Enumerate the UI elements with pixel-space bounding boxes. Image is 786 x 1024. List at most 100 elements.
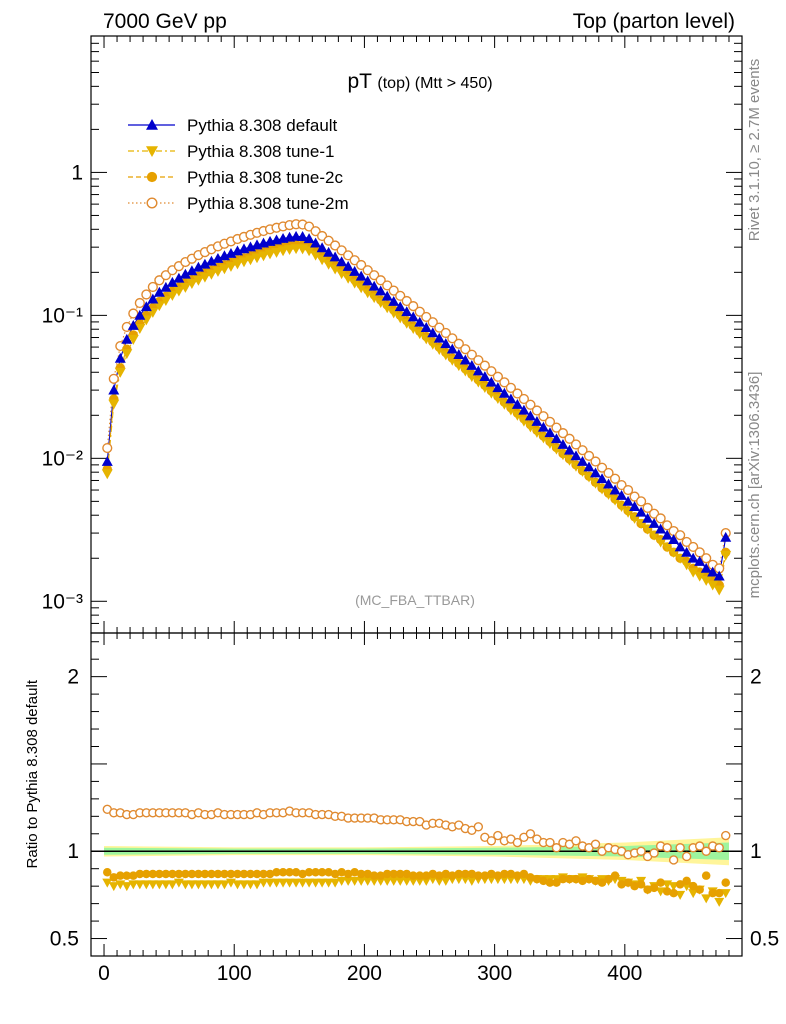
legend-marker bbox=[146, 197, 158, 209]
ratio-point bbox=[265, 869, 275, 879]
data-point bbox=[134, 324, 146, 334]
data-point bbox=[160, 296, 172, 307]
data-point bbox=[401, 295, 412, 307]
ratio-point bbox=[454, 869, 464, 879]
data-point bbox=[258, 251, 270, 262]
ratio-point bbox=[350, 867, 359, 877]
data-point bbox=[329, 264, 341, 275]
data-point bbox=[518, 393, 530, 405]
ratio-point bbox=[337, 867, 346, 877]
data-point bbox=[603, 478, 615, 489]
ratio-point bbox=[545, 878, 555, 887]
ratio-point bbox=[128, 880, 139, 890]
ratio-point bbox=[161, 869, 171, 879]
ratio-point bbox=[206, 880, 217, 890]
data-point bbox=[688, 541, 699, 553]
ratio-point bbox=[513, 871, 522, 880]
ratio-point bbox=[369, 871, 379, 880]
ratio-point bbox=[291, 867, 301, 877]
data-point bbox=[642, 502, 653, 514]
data-point bbox=[179, 268, 191, 279]
ratio-point bbox=[187, 869, 197, 879]
data-point bbox=[694, 555, 706, 566]
data-point bbox=[498, 387, 510, 398]
data-point bbox=[375, 285, 387, 296]
data-point bbox=[231, 259, 243, 270]
data-point bbox=[368, 293, 380, 304]
ratio-point bbox=[656, 878, 665, 887]
data-point bbox=[394, 301, 406, 312]
ratio-point bbox=[720, 889, 731, 899]
ratio-point bbox=[382, 876, 393, 886]
header-left-label: 7000 GeV pp bbox=[103, 10, 227, 33]
data-point bbox=[381, 290, 393, 301]
data-point bbox=[713, 585, 725, 596]
ratio-point bbox=[473, 822, 484, 832]
ratio-point bbox=[701, 871, 711, 880]
ratio-point bbox=[193, 880, 204, 890]
data-point bbox=[362, 275, 374, 286]
ratio-point bbox=[695, 885, 704, 894]
ratio-point bbox=[297, 878, 308, 888]
data-point bbox=[622, 484, 634, 496]
ratio-point bbox=[245, 880, 256, 890]
legend-marker bbox=[146, 171, 158, 183]
ratio-point bbox=[298, 869, 307, 879]
x-tick-label: 0 bbox=[98, 962, 110, 985]
data-point bbox=[433, 332, 445, 343]
data-point bbox=[427, 327, 439, 338]
ratio-point bbox=[506, 869, 516, 879]
ratio-point bbox=[180, 880, 191, 890]
data-point bbox=[114, 367, 126, 378]
data-point bbox=[427, 317, 438, 328]
ratio-point bbox=[134, 880, 145, 890]
data-point bbox=[492, 382, 504, 393]
ratio-point bbox=[415, 871, 425, 880]
data-point bbox=[538, 411, 549, 422]
ratio-point bbox=[408, 871, 418, 880]
ratio-point bbox=[714, 897, 725, 907]
ratio-point bbox=[141, 880, 152, 890]
data-point bbox=[205, 255, 217, 266]
data-point bbox=[544, 416, 556, 427]
data-point bbox=[557, 438, 569, 449]
ratio-point bbox=[363, 869, 372, 879]
data-point bbox=[492, 371, 503, 382]
ratio-point bbox=[317, 878, 328, 888]
data-point bbox=[251, 253, 263, 264]
data-point bbox=[349, 265, 361, 276]
data-point bbox=[108, 399, 120, 410]
data-point bbox=[434, 322, 445, 333]
data-point bbox=[192, 261, 204, 272]
header-right-label: Top (parton level) bbox=[573, 10, 735, 33]
ratio-point bbox=[330, 878, 341, 888]
ratio-point bbox=[375, 876, 386, 886]
data-point bbox=[153, 286, 165, 297]
data-point bbox=[271, 247, 283, 258]
ratio-point bbox=[323, 878, 334, 888]
data-point bbox=[707, 566, 719, 577]
ratio-point bbox=[421, 876, 432, 886]
data-point bbox=[212, 267, 224, 277]
data-point bbox=[160, 281, 172, 292]
data-point bbox=[655, 537, 667, 548]
data-point bbox=[681, 560, 693, 571]
data-point bbox=[395, 290, 406, 301]
data-point bbox=[342, 273, 354, 284]
ratio-y-tick-label-left: 2 bbox=[67, 666, 79, 689]
data-point bbox=[186, 279, 198, 290]
plot-title: pT (top) (Mtt > 450) bbox=[347, 70, 492, 93]
data-point bbox=[674, 541, 686, 552]
ratio-point bbox=[428, 869, 438, 879]
data-point bbox=[179, 282, 191, 293]
y-tick-label: 10⁻¹ bbox=[42, 304, 83, 327]
data-point bbox=[700, 562, 712, 573]
data-point bbox=[186, 265, 198, 276]
ratio-point bbox=[252, 869, 262, 879]
x-tick-label: 400 bbox=[607, 962, 642, 985]
data-point bbox=[121, 349, 133, 360]
ratio-point bbox=[604, 874, 613, 884]
ratio-point bbox=[116, 871, 125, 880]
data-point bbox=[420, 322, 432, 332]
data-point bbox=[551, 422, 562, 433]
